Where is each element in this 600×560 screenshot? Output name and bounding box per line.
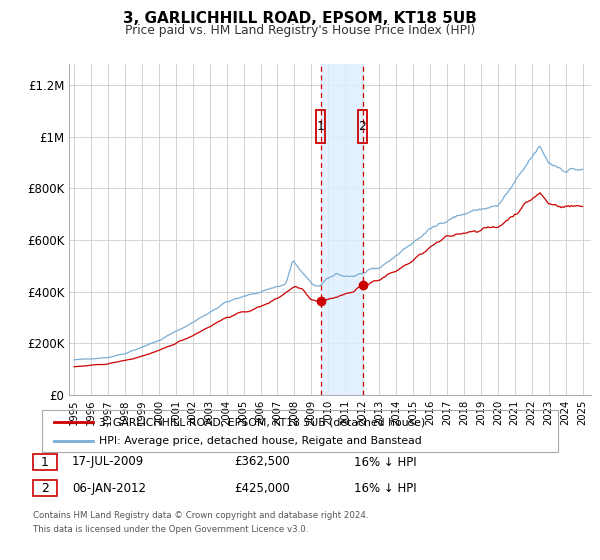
Text: 2: 2 — [41, 482, 49, 495]
Bar — [320, 64, 362, 395]
Text: £425,000: £425,000 — [234, 482, 290, 495]
Text: 16% ↓ HPI: 16% ↓ HPI — [354, 482, 416, 495]
Text: Price paid vs. HM Land Registry's House Price Index (HPI): Price paid vs. HM Land Registry's House … — [125, 24, 475, 36]
Text: HPI: Average price, detached house, Reigate and Banstead: HPI: Average price, detached house, Reig… — [99, 436, 422, 446]
Text: £362,500: £362,500 — [234, 455, 290, 469]
Text: 17-JUL-2009: 17-JUL-2009 — [72, 455, 144, 469]
Text: Contains HM Land Registry data © Crown copyright and database right 2024.: Contains HM Land Registry data © Crown c… — [33, 511, 368, 520]
Text: 3, GARLICHHILL ROAD, EPSOM, KT18 5UB (detached house): 3, GARLICHHILL ROAD, EPSOM, KT18 5UB (de… — [99, 417, 425, 427]
Text: This data is licensed under the Open Government Licence v3.0.: This data is licensed under the Open Gov… — [33, 525, 308, 534]
Text: 1: 1 — [317, 120, 325, 133]
Bar — [316, 110, 325, 143]
Bar — [358, 110, 367, 143]
Text: 2: 2 — [359, 120, 367, 133]
Text: 16% ↓ HPI: 16% ↓ HPI — [354, 455, 416, 469]
Text: 3, GARLICHHILL ROAD, EPSOM, KT18 5UB: 3, GARLICHHILL ROAD, EPSOM, KT18 5UB — [123, 11, 477, 26]
Text: 1: 1 — [41, 455, 49, 469]
Text: 06-JAN-2012: 06-JAN-2012 — [72, 482, 146, 495]
